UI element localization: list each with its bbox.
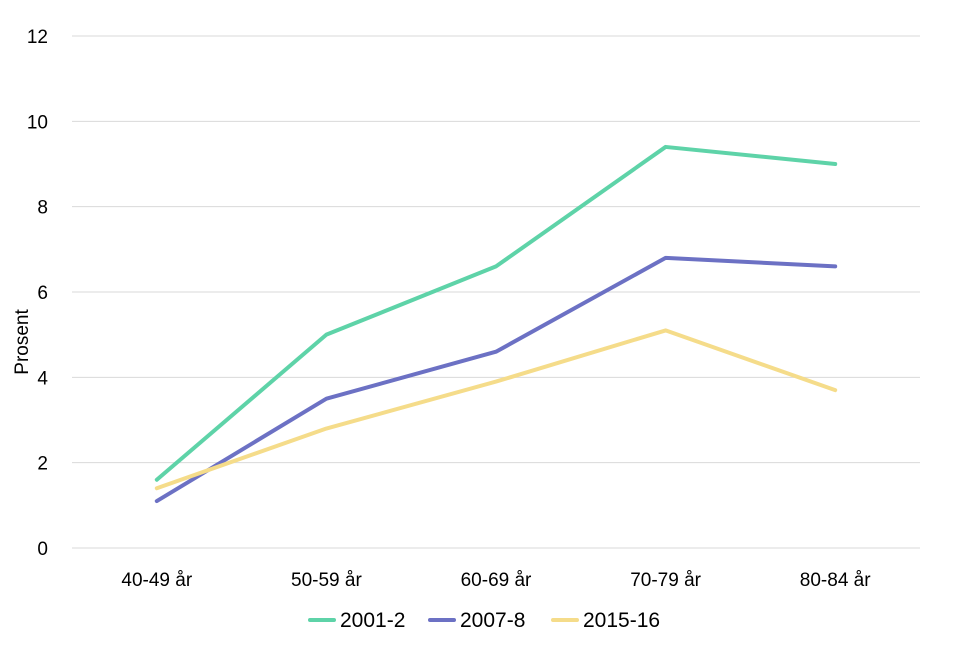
series-line-2015-16 [154,328,838,491]
x-tick-label: 60-69 år [461,570,532,591]
x-axis-tick-labels: 40-49 år 50-59 år 60-69 år 70-79 år 80-84 år [121,570,871,591]
series-lines [154,144,838,504]
y-axis-tick-labels: 0 2 4 6 8 10 12 [27,27,49,560]
series-line-2001-2 [154,144,838,482]
x-tick-label: 50-59 år [291,570,362,591]
y-tick-label: 4 [37,368,48,389]
y-tick-label: 0 [37,539,48,560]
y-tick-label: 6 [37,283,48,304]
y-tick-label: 2 [37,454,48,475]
legend-label: 2007-8 [460,609,525,632]
y-axis-label: Prosent [12,309,33,375]
x-tick-label: 80-84 år [800,570,871,591]
legend-label: 2001-2 [340,609,405,632]
gridlines [72,35,920,549]
legend-label: 2015-16 [583,609,660,632]
y-tick-label: 12 [27,27,48,48]
x-tick-label: 70-79 år [630,570,701,591]
series-line-2007-8 [154,255,838,504]
legend: 2001-2 2007-8 2015-16 [308,609,660,632]
x-tick-label: 40-49 år [121,570,192,591]
y-tick-label: 8 [37,198,48,219]
y-tick-label: 10 [27,112,48,133]
